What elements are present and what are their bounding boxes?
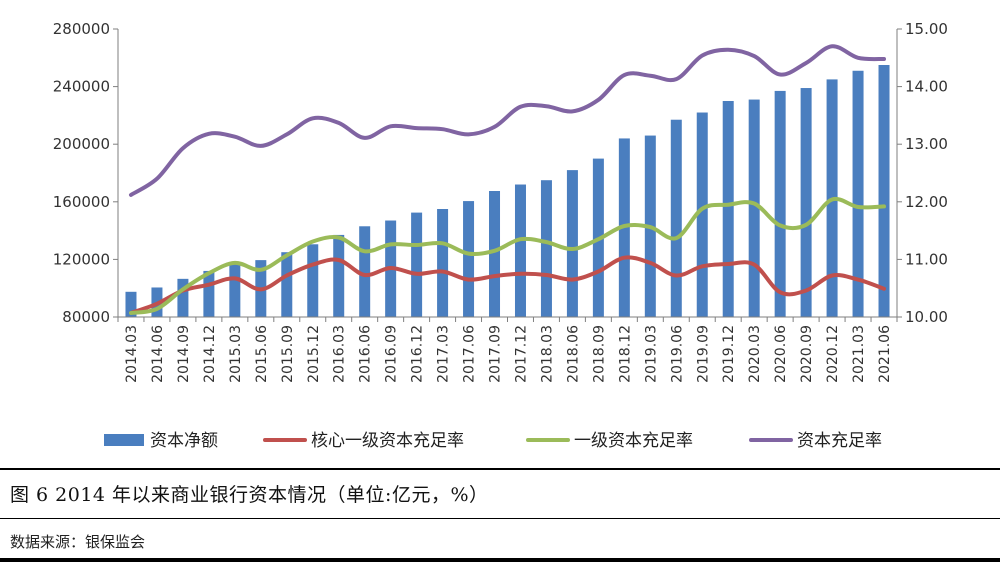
y-left-tick-label: 240000 <box>53 78 110 96</box>
bar-2017.06 <box>463 201 475 317</box>
bar-2014.03 <box>125 291 137 317</box>
x-tick-label: 2019.09 <box>695 325 711 383</box>
legend-item: 资本充足率 <box>749 431 882 451</box>
legend-label: 一级资本充足率 <box>574 431 693 451</box>
x-tick-label: 2018.12 <box>617 325 633 383</box>
x-tick-label: 2014.03 <box>124 325 140 383</box>
page-bottom-rule <box>0 558 1000 562</box>
x-tick-label: 2016.09 <box>384 325 400 383</box>
x-tick-label: 2017.06 <box>462 325 478 383</box>
bar-2018.06 <box>566 170 578 317</box>
caption-top-rule <box>0 468 1000 470</box>
x-tick-label: 2016.06 <box>358 325 374 383</box>
line-series-group <box>128 44 886 315</box>
chart: 80000 120000 160000 200000 240000 280000 10.00… <box>53 20 948 451</box>
legend-label: 资本充足率 <box>797 431 882 451</box>
y-right-tick-label: 10.00 <box>905 308 948 326</box>
y-left-tick-label: 160000 <box>53 193 110 211</box>
x-tick-label: 2014.12 <box>202 325 218 383</box>
x-tick-label: 2015.12 <box>306 325 322 383</box>
line-core-tier1-ratio <box>128 255 886 315</box>
x-tick-label: 2018.03 <box>539 325 555 383</box>
legend-item: 一级资本充足率 <box>526 431 693 451</box>
bar-2021.06 <box>878 65 890 317</box>
y-right-tick-label: 14.00 <box>905 78 948 96</box>
bar-2015.03 <box>229 263 241 317</box>
x-tick-label: 2020.09 <box>799 325 815 383</box>
x-tick-label: 2018.06 <box>565 325 581 383</box>
line-capital-adequacy-ratio <box>128 44 886 197</box>
line-tier1-ratio <box>128 196 886 315</box>
bar-2015.09 <box>281 252 293 317</box>
x-tick-label: 2017.09 <box>488 325 504 383</box>
bar-2014.09 <box>177 278 189 317</box>
legend-item: 核心一级资本充足率 <box>263 431 464 451</box>
legend: 资本净额 核心一级资本充足率 一级资本充足率 资本充足率 <box>104 431 882 451</box>
x-tick-label: 2017.03 <box>436 325 452 383</box>
x-tick-label: 2019.03 <box>643 325 659 383</box>
bar-2020.03 <box>748 99 760 317</box>
bar-2019.09 <box>696 112 708 318</box>
bar-2021.03 <box>852 70 864 317</box>
y-right-tick-label: 15.00 <box>905 20 948 38</box>
y-left-tick-label: 80000 <box>62 308 110 326</box>
y-right-tick-label: 12.00 <box>905 193 948 211</box>
figure-caption: 图 6 2014 年以来商业银行资本情况（单位:亿元，%） <box>10 484 489 506</box>
y-left-tick-label: 200000 <box>53 135 110 153</box>
bar-2016.12 <box>411 212 423 317</box>
x-tick-labels: 2014.03 2014.06 2014.09 2014.12 2015.03 2015.… <box>124 325 893 383</box>
x-tick-label: 2015.03 <box>228 325 244 383</box>
x-tick-label: 2017.12 <box>513 325 529 383</box>
axes: 80000 120000 160000 200000 240000 280000 10.00… <box>53 20 948 326</box>
legend-label: 核心一级资本充足率 <box>311 431 464 451</box>
x-tick-label: 2016.12 <box>410 325 426 383</box>
bar-2017.03 <box>437 209 449 317</box>
x-tick-label: 2015.06 <box>254 325 270 383</box>
x-tick-label: 2019.12 <box>721 325 737 383</box>
bar-2017.12 <box>514 184 526 317</box>
x-tick-label: 2021.03 <box>851 325 867 383</box>
bar-2015.12 <box>307 244 319 317</box>
legend-item: 资本净额 <box>104 431 218 451</box>
legend-label: 资本净额 <box>150 431 218 451</box>
x-tick-label: 2019.06 <box>669 325 685 383</box>
x-tick-label: 2015.09 <box>280 325 296 383</box>
bar-2018.03 <box>540 180 552 317</box>
x-tick-label: 2021.06 <box>877 325 893 383</box>
y-left-tick-label: 120000 <box>53 250 110 268</box>
bar-2016.06 <box>359 226 371 317</box>
y-left-tick-label: 280000 <box>53 20 110 38</box>
bar-2016.03 <box>333 234 345 317</box>
y-right-tick-label: 11.00 <box>905 250 948 268</box>
x-tick-label: 2020.06 <box>773 325 789 383</box>
x-tick-label: 2014.09 <box>176 325 192 383</box>
bar-2020.06 <box>774 90 786 317</box>
x-tick-label: 2014.06 <box>150 325 166 383</box>
bar-2020.09 <box>800 88 812 317</box>
x-tick-label: 2018.09 <box>591 325 607 383</box>
bar-2019.06 <box>670 119 682 317</box>
data-source-note: 数据来源：银保监会 <box>10 533 146 551</box>
bar-2017.09 <box>489 191 501 317</box>
x-tick-label: 2020.03 <box>747 325 763 383</box>
y-right-tick-label: 13.00 <box>905 135 948 153</box>
bar-2014.12 <box>203 270 215 317</box>
caption-bottom-rule <box>0 518 1000 519</box>
legend-swatch <box>104 434 144 446</box>
x-tick-label: 2016.03 <box>332 325 348 383</box>
x-tick-label: 2020.12 <box>825 325 841 383</box>
bar-2019.12 <box>722 101 734 317</box>
